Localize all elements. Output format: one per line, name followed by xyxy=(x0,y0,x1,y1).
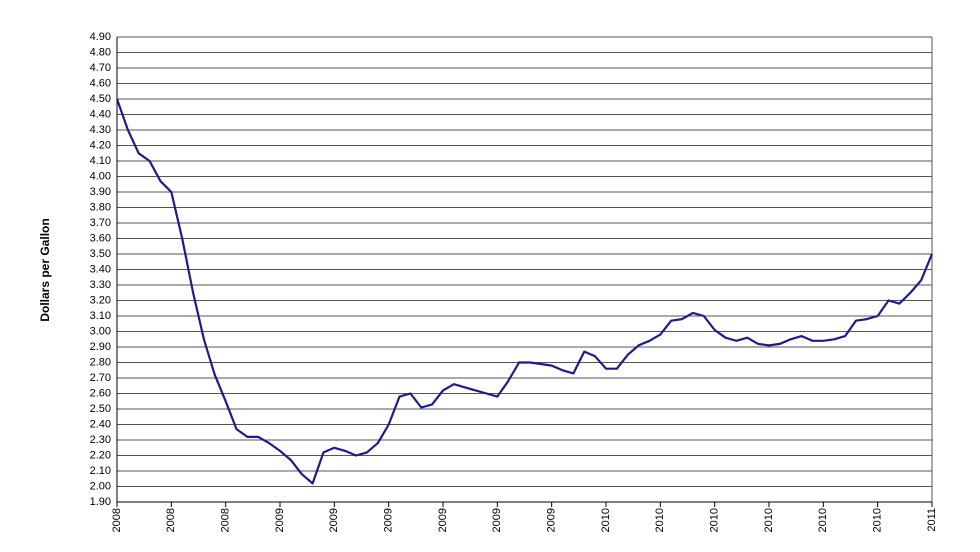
y-tick-label: 4.20 xyxy=(90,139,111,151)
x-tick-label: 2009 xyxy=(383,508,395,532)
y-tick-label: 3.50 xyxy=(90,248,111,260)
y-tick-label: 3.20 xyxy=(90,294,111,306)
y-tick-label: 2.10 xyxy=(90,465,111,477)
y-axis-title: Dollars per Gallon xyxy=(38,218,52,321)
y-tick-label: 4.30 xyxy=(90,124,111,136)
y-tick-label: 3.40 xyxy=(90,263,111,275)
x-tick-label: 2008 xyxy=(220,508,232,532)
y-tick-label: 2.00 xyxy=(90,480,111,492)
y-tick-label: 3.00 xyxy=(90,325,111,337)
x-tick-label: 2010 xyxy=(817,508,829,532)
x-tick-label: 2008 xyxy=(165,508,177,532)
y-tick-label: 3.60 xyxy=(90,232,111,244)
y-tick-label: 4.80 xyxy=(90,46,111,58)
x-tick-label: 2008 xyxy=(111,508,123,532)
y-tick-label: 2.20 xyxy=(90,449,111,461)
x-tick-label: 2009 xyxy=(546,508,558,532)
y-tick-label: 4.00 xyxy=(90,170,111,182)
x-tick-label: 2009 xyxy=(437,508,449,532)
y-tick-label: 4.50 xyxy=(90,93,111,105)
y-tick-label: 2.80 xyxy=(90,356,111,368)
y-tick-label: 2.30 xyxy=(90,434,111,446)
y-tick-label: 2.50 xyxy=(90,403,111,415)
y-tick-label: 4.90 xyxy=(90,31,111,43)
y-tick-label: 3.90 xyxy=(90,186,111,198)
x-tick-label: 2009 xyxy=(491,508,503,532)
y-tick-label: 1.90 xyxy=(90,496,111,508)
y-tick-label: 3.80 xyxy=(90,201,111,213)
y-tick-label: 3.30 xyxy=(90,279,111,291)
x-tick-label: 2010 xyxy=(654,508,666,532)
x-tick-label: 2010 xyxy=(709,508,721,532)
price-line xyxy=(115,98,934,485)
y-tick-label: 3.70 xyxy=(90,217,111,229)
y-tick-label: 2.70 xyxy=(90,372,111,384)
y-tick-label: 4.60 xyxy=(90,77,111,89)
x-tick-label: 2009 xyxy=(274,508,286,532)
y-tick-label: 2.90 xyxy=(90,341,111,353)
x-tick-label: 2009 xyxy=(328,508,340,532)
x-tick-label: 2010 xyxy=(872,508,884,532)
x-tick-label: 2010 xyxy=(763,508,775,532)
x-tick-label: 2011 xyxy=(926,508,938,532)
y-tick-label: 4.10 xyxy=(90,155,111,167)
x-tick-label: 2010 xyxy=(600,508,612,532)
y-tick-label: 4.70 xyxy=(90,62,111,74)
y-tick-label: 3.10 xyxy=(90,310,111,322)
y-tick-label: 2.60 xyxy=(90,387,111,399)
y-tick-label: 2.40 xyxy=(90,418,111,430)
y-tick-label: 4.40 xyxy=(90,108,111,120)
